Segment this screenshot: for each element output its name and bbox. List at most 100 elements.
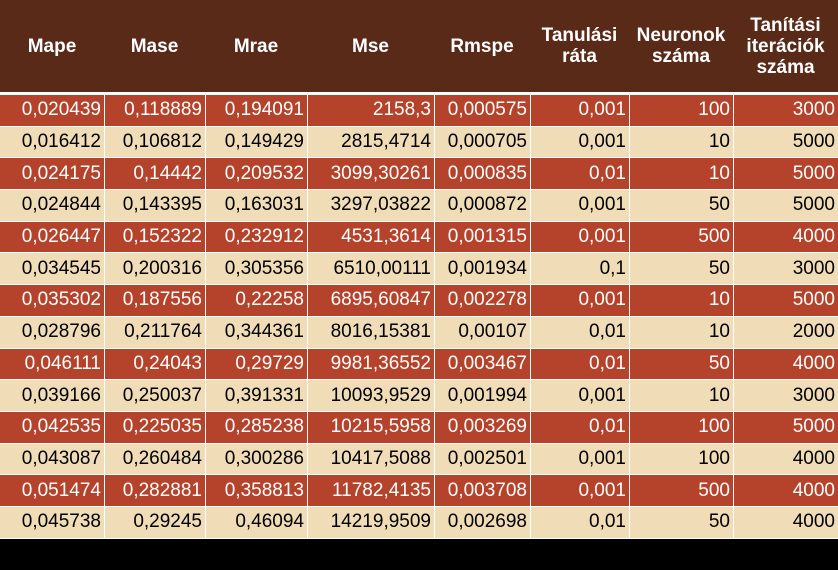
cell-learning-rate: 0,001	[530, 126, 629, 159]
cell-mase: 0,106812	[104, 126, 205, 159]
table-row: 0,034545 0,200316 0,305356 6510,00111 0,0019…	[0, 253, 838, 286]
cell-mrae: 0,149429	[205, 126, 307, 159]
cell-rmspe: 0,001994	[434, 380, 530, 412]
cell-mse: 6510,00111	[307, 253, 434, 286]
table-row: 0,024844 0,143395 0,163031 3297,03822 0,0008…	[0, 190, 838, 222]
cell-training-iterations: 5000	[733, 158, 838, 191]
cell-neuron-count: 10	[629, 380, 733, 412]
cell-mse: 10215,5958	[307, 411, 434, 444]
cell-training-iterations: 4000	[733, 443, 838, 476]
cell-mse: 14219,9509	[307, 506, 434, 539]
cell-training-iterations: 5000	[733, 190, 838, 222]
cell-mape: 0,042535	[0, 411, 104, 444]
cell-mape: 0,043087	[0, 443, 104, 476]
cell-mse: 3099,30261	[307, 158, 434, 191]
cell-mse: 2158,3	[307, 95, 434, 127]
cell-rmspe: 0,001315	[434, 221, 530, 254]
cell-learning-rate: 0,01	[530, 506, 629, 539]
header-mape: Mape	[0, 0, 104, 95]
cell-mape: 0,028796	[0, 316, 104, 349]
cell-neuron-count: 100	[629, 411, 733, 444]
cell-mrae: 0,163031	[205, 190, 307, 222]
cell-learning-rate: 0,01	[530, 158, 629, 191]
cell-mse: 8016,15381	[307, 316, 434, 349]
cell-training-iterations: 3000	[733, 95, 838, 127]
cell-mse: 9981,36552	[307, 348, 434, 381]
cell-mape: 0,035302	[0, 285, 104, 317]
cell-mrae: 0,391331	[205, 380, 307, 412]
cell-learning-rate: 0,001	[530, 95, 629, 127]
cell-learning-rate: 0,001	[530, 190, 629, 222]
header-mrae: Mrae	[205, 0, 307, 95]
cell-mase: 0,225035	[104, 411, 205, 444]
cell-mrae: 0,285238	[205, 411, 307, 444]
cell-mape: 0,020439	[0, 95, 104, 127]
table-body: 0,020439 0,118889 0,194091 2158,3 0,000575 0,…	[0, 95, 838, 539]
cell-learning-rate: 0,001	[530, 475, 629, 507]
cell-mase: 0,187556	[104, 285, 205, 317]
cell-training-iterations: 5000	[733, 285, 838, 317]
cell-learning-rate: 0,01	[530, 411, 629, 444]
header-rmspe: Rmspe	[434, 0, 530, 95]
cell-learning-rate: 0,001	[530, 221, 629, 254]
cell-neuron-count: 10	[629, 316, 733, 349]
header-row: Mape Mase Mrae Mse Rmspe Tanulási ráta N…	[0, 0, 838, 95]
cell-mase: 0,260484	[104, 443, 205, 476]
cell-training-iterations: 2000	[733, 316, 838, 349]
table-header: Mape Mase Mrae Mse Rmspe Tanulási ráta N…	[0, 0, 838, 95]
cell-training-iterations: 3000	[733, 380, 838, 412]
cell-neuron-count: 50	[629, 506, 733, 539]
cell-mape: 0,039166	[0, 380, 104, 412]
cell-learning-rate: 0,01	[530, 316, 629, 349]
cell-mase: 0,152322	[104, 221, 205, 254]
cell-neuron-count: 10	[629, 158, 733, 191]
cell-learning-rate: 0,001	[530, 443, 629, 476]
cell-mse: 10417,5088	[307, 443, 434, 476]
cell-neuron-count: 500	[629, 221, 733, 254]
cell-mape: 0,026447	[0, 221, 104, 254]
table-row: 0,042535 0,225035 0,285238 10215,5958 0,0032…	[0, 411, 838, 444]
cell-mape: 0,045738	[0, 506, 104, 539]
cell-mrae: 0,358813	[205, 475, 307, 507]
table-row: 0,046111 0,24043 0,29729 9981,36552 0,003467…	[0, 348, 838, 381]
cell-training-iterations: 4000	[733, 506, 838, 539]
header-training-iterations: Tanítási iterációk száma	[733, 0, 838, 95]
table-row: 0,026447 0,152322 0,232912 4531,3614 0,00131…	[0, 221, 838, 254]
cell-mrae: 0,305356	[205, 253, 307, 286]
cell-mse: 3297,03822	[307, 190, 434, 222]
cell-learning-rate: 0,001	[530, 380, 629, 412]
cell-learning-rate: 0,01	[530, 348, 629, 381]
table-row: 0,016412 0,106812 0,149429 2815,4714 0,00070…	[0, 126, 838, 159]
cell-learning-rate: 0,1	[530, 253, 629, 286]
cell-mape: 0,016412	[0, 126, 104, 159]
cell-training-iterations: 4000	[733, 221, 838, 254]
header-mse: Mse	[307, 0, 434, 95]
table-row: 0,020439 0,118889 0,194091 2158,3 0,000575 0,…	[0, 95, 838, 127]
cell-mape: 0,034545	[0, 253, 104, 286]
cell-mape: 0,051474	[0, 475, 104, 507]
cell-mrae: 0,232912	[205, 221, 307, 254]
cell-rmspe: 0,001934	[434, 253, 530, 286]
cell-neuron-count: 50	[629, 253, 733, 286]
cell-mrae: 0,46094	[205, 506, 307, 539]
cell-mrae: 0,29729	[205, 348, 307, 381]
cell-mase: 0,282881	[104, 475, 205, 507]
cell-training-iterations: 4000	[733, 475, 838, 507]
cell-mrae: 0,194091	[205, 95, 307, 127]
cell-neuron-count: 100	[629, 443, 733, 476]
cell-training-iterations: 3000	[733, 253, 838, 286]
cell-mape: 0,024175	[0, 158, 104, 191]
table-row: 0,035302 0,187556 0,22258 6895,60847 0,00227…	[0, 285, 838, 317]
cell-learning-rate: 0,001	[530, 285, 629, 317]
cell-rmspe: 0,002698	[434, 506, 530, 539]
cell-training-iterations: 4000	[733, 348, 838, 381]
cell-mase: 0,250037	[104, 380, 205, 412]
cell-mase: 0,14442	[104, 158, 205, 191]
cell-training-iterations: 5000	[733, 126, 838, 159]
cell-training-iterations: 5000	[733, 411, 838, 444]
table-row: 0,039166 0,250037 0,391331 10093,9529 0,0019…	[0, 380, 838, 412]
header-mase: Mase	[104, 0, 205, 95]
cell-rmspe: 0,003269	[434, 411, 530, 444]
cell-mase: 0,29245	[104, 506, 205, 539]
header-learning-rate: Tanulási ráta	[530, 0, 629, 95]
